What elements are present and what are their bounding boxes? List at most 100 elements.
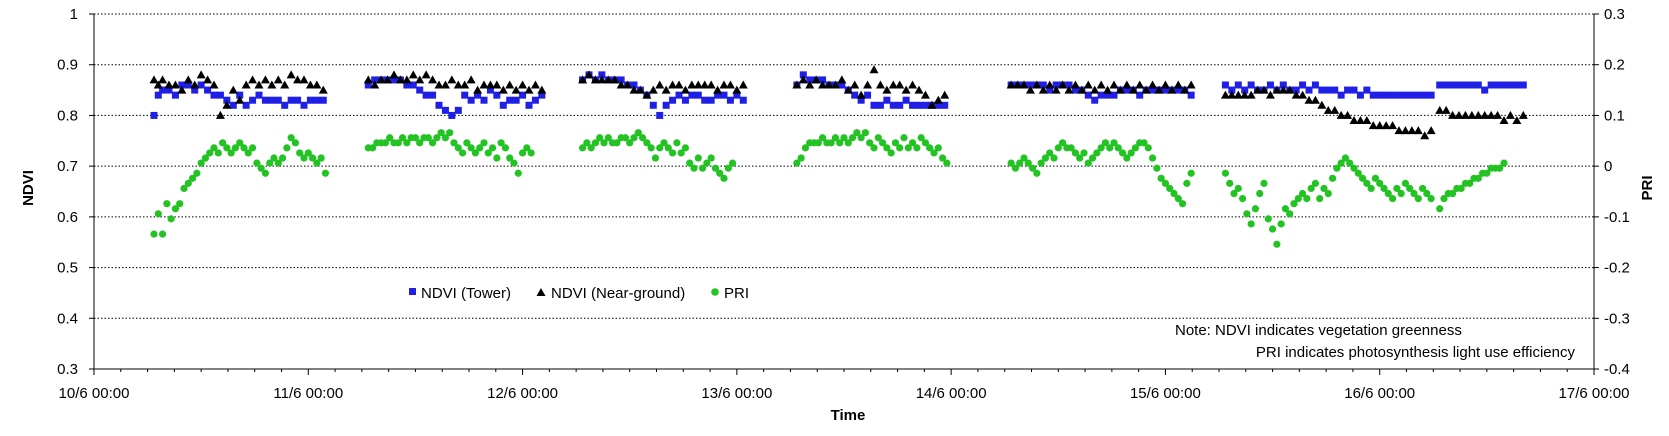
data-point-ndvi-near-ground (933, 95, 943, 104)
data-point-ndvi-tower (598, 71, 606, 79)
data-point-ndvi-near-ground (177, 85, 187, 94)
data-point-ndvi-near-ground (1259, 85, 1269, 94)
data-point-ndvi-near-ground (811, 75, 821, 84)
data-point-ndvi-near-ground (1493, 110, 1503, 119)
data-point-pri (1367, 184, 1375, 193)
data-point-ndvi-near-ground (616, 80, 626, 89)
data-point-pri (677, 149, 685, 157)
data-point-ndvi-near-ground (222, 100, 232, 109)
data-point-ndvi-near-ground (1233, 90, 1243, 99)
data-point-ndvi-near-ground (1083, 80, 1093, 89)
y-right-tick-label: -0.1 (1604, 209, 1630, 226)
data-point-pri (223, 144, 231, 152)
data-point-pri (321, 169, 330, 177)
data-point-ndvi-near-ground (1272, 85, 1282, 94)
data-point-ndvi-near-ground (824, 80, 834, 89)
data-point-ndvi-near-ground (1349, 116, 1359, 124)
data-point-pri (287, 134, 295, 142)
data-point-ndvi-near-ground (1186, 80, 1196, 89)
y-left-tick-label: 0.8 (57, 107, 78, 124)
data-point-ndvi-near-ground (415, 75, 425, 84)
data-point-ndvi-tower (883, 96, 891, 104)
data-point-ndvi-near-ground (901, 85, 911, 94)
data-point-pri (518, 149, 527, 157)
data-point-pri (673, 139, 681, 147)
data-point-ndvi-tower (876, 101, 884, 109)
data-point-pri (1058, 139, 1067, 147)
data-point-ndvi-tower (249, 96, 257, 104)
data-point-pri (1118, 149, 1127, 157)
data-point-ndvi-near-ground (383, 75, 393, 84)
data-point-ndvi-near-ground (196, 70, 206, 79)
data-point-ndvi-near-ground (1173, 80, 1183, 89)
data-point-pri (497, 139, 505, 147)
data-point-ndvi-near-ground (389, 70, 399, 79)
data-point-pri (797, 154, 805, 162)
data-point-ndvi-near-ground (1394, 126, 1404, 135)
data-point-pri (921, 139, 930, 147)
data-point-pri (257, 164, 265, 172)
data-point-ndvi-tower (210, 91, 218, 99)
data-point-ndvi-near-ground (1115, 85, 1125, 94)
data-point-ndvi-near-ground (1368, 121, 1378, 130)
data-point-ndvi-tower (934, 101, 942, 109)
data-point-ndvi-tower (739, 96, 747, 104)
data-point-ndvi-tower (1395, 91, 1403, 99)
data-point-pri (917, 134, 925, 142)
data-point-ndvi-near-ground (260, 75, 270, 84)
data-point-pri (1418, 184, 1427, 193)
data-point-ndvi-near-ground (492, 80, 502, 89)
data-point-ndvi-tower (1279, 81, 1287, 89)
data-point-ndvi-near-ground (370, 80, 380, 89)
data-point-ndvi-near-ground (603, 75, 613, 84)
data-point-pri (1076, 154, 1084, 162)
data-point-pri (1260, 179, 1268, 187)
data-point-pri (1337, 159, 1345, 167)
y-left-tick-label: 0.3 (57, 361, 78, 378)
data-point-pri (694, 154, 702, 162)
data-point-pri (934, 144, 942, 152)
data-point-ndvi-tower (1187, 91, 1195, 99)
data-point-pri (248, 144, 257, 152)
y-right-tick-label: 0 (1604, 158, 1612, 175)
data-point-ndvi-tower (197, 81, 205, 89)
data-point-pri (1401, 179, 1410, 187)
data-point-ndvi-tower (493, 91, 501, 99)
data-point-pri (1264, 215, 1272, 223)
data-point-ndvi-near-ground (687, 80, 697, 89)
data-point-ndvi-tower (1065, 81, 1073, 89)
data-point-pri (1084, 159, 1092, 167)
data-point-pri (1071, 149, 1080, 157)
data-point-ndvi-near-ground (1317, 100, 1327, 109)
data-point-ndvi-tower (1221, 81, 1229, 89)
data-point-pri (793, 159, 801, 167)
data-point-ndvi-tower (688, 91, 696, 99)
data-point-ndvi-tower (701, 96, 709, 104)
data-point-ndvi-tower (1071, 86, 1079, 94)
data-point-ndvi-tower (1468, 81, 1476, 89)
data-point-ndvi-near-ground (1148, 80, 1158, 89)
data-point-pri (1028, 164, 1037, 172)
data-point-ndvi-tower (171, 91, 179, 99)
legend-label-ndvi-near-ground: NDVI (Near-ground) (551, 285, 685, 302)
legend: NDVI (Tower) NDVI (Near-ground) PRI (409, 285, 749, 302)
y-right-tick-label: 0.3 (1604, 6, 1625, 23)
data-point-ndvi-tower (319, 96, 327, 104)
data-point-pri (1303, 195, 1311, 203)
data-point-ndvi-near-ground (635, 85, 645, 94)
data-point-ndvi-near-ground (1051, 85, 1061, 94)
data-point-ndvi-tower (1481, 86, 1489, 94)
data-point-ndvi-near-ground (1355, 116, 1365, 124)
data-point-ndvi-near-ground (940, 90, 950, 99)
data-point-ndvi-near-ground (479, 80, 489, 89)
data-point-ndvi-near-ground (1064, 85, 1074, 94)
data-point-ndvi-near-ground (642, 90, 652, 99)
data-point-pri (836, 139, 844, 147)
data-point-ndvi-tower (416, 86, 424, 94)
data-point-pri (1174, 195, 1182, 203)
data-point-pri (891, 139, 900, 147)
data-point-pri (278, 154, 287, 162)
data-point-ndvi-near-ground (1135, 80, 1145, 89)
data-point-pri (1457, 184, 1465, 193)
data-point-ndvi-near-ground (1420, 131, 1430, 140)
